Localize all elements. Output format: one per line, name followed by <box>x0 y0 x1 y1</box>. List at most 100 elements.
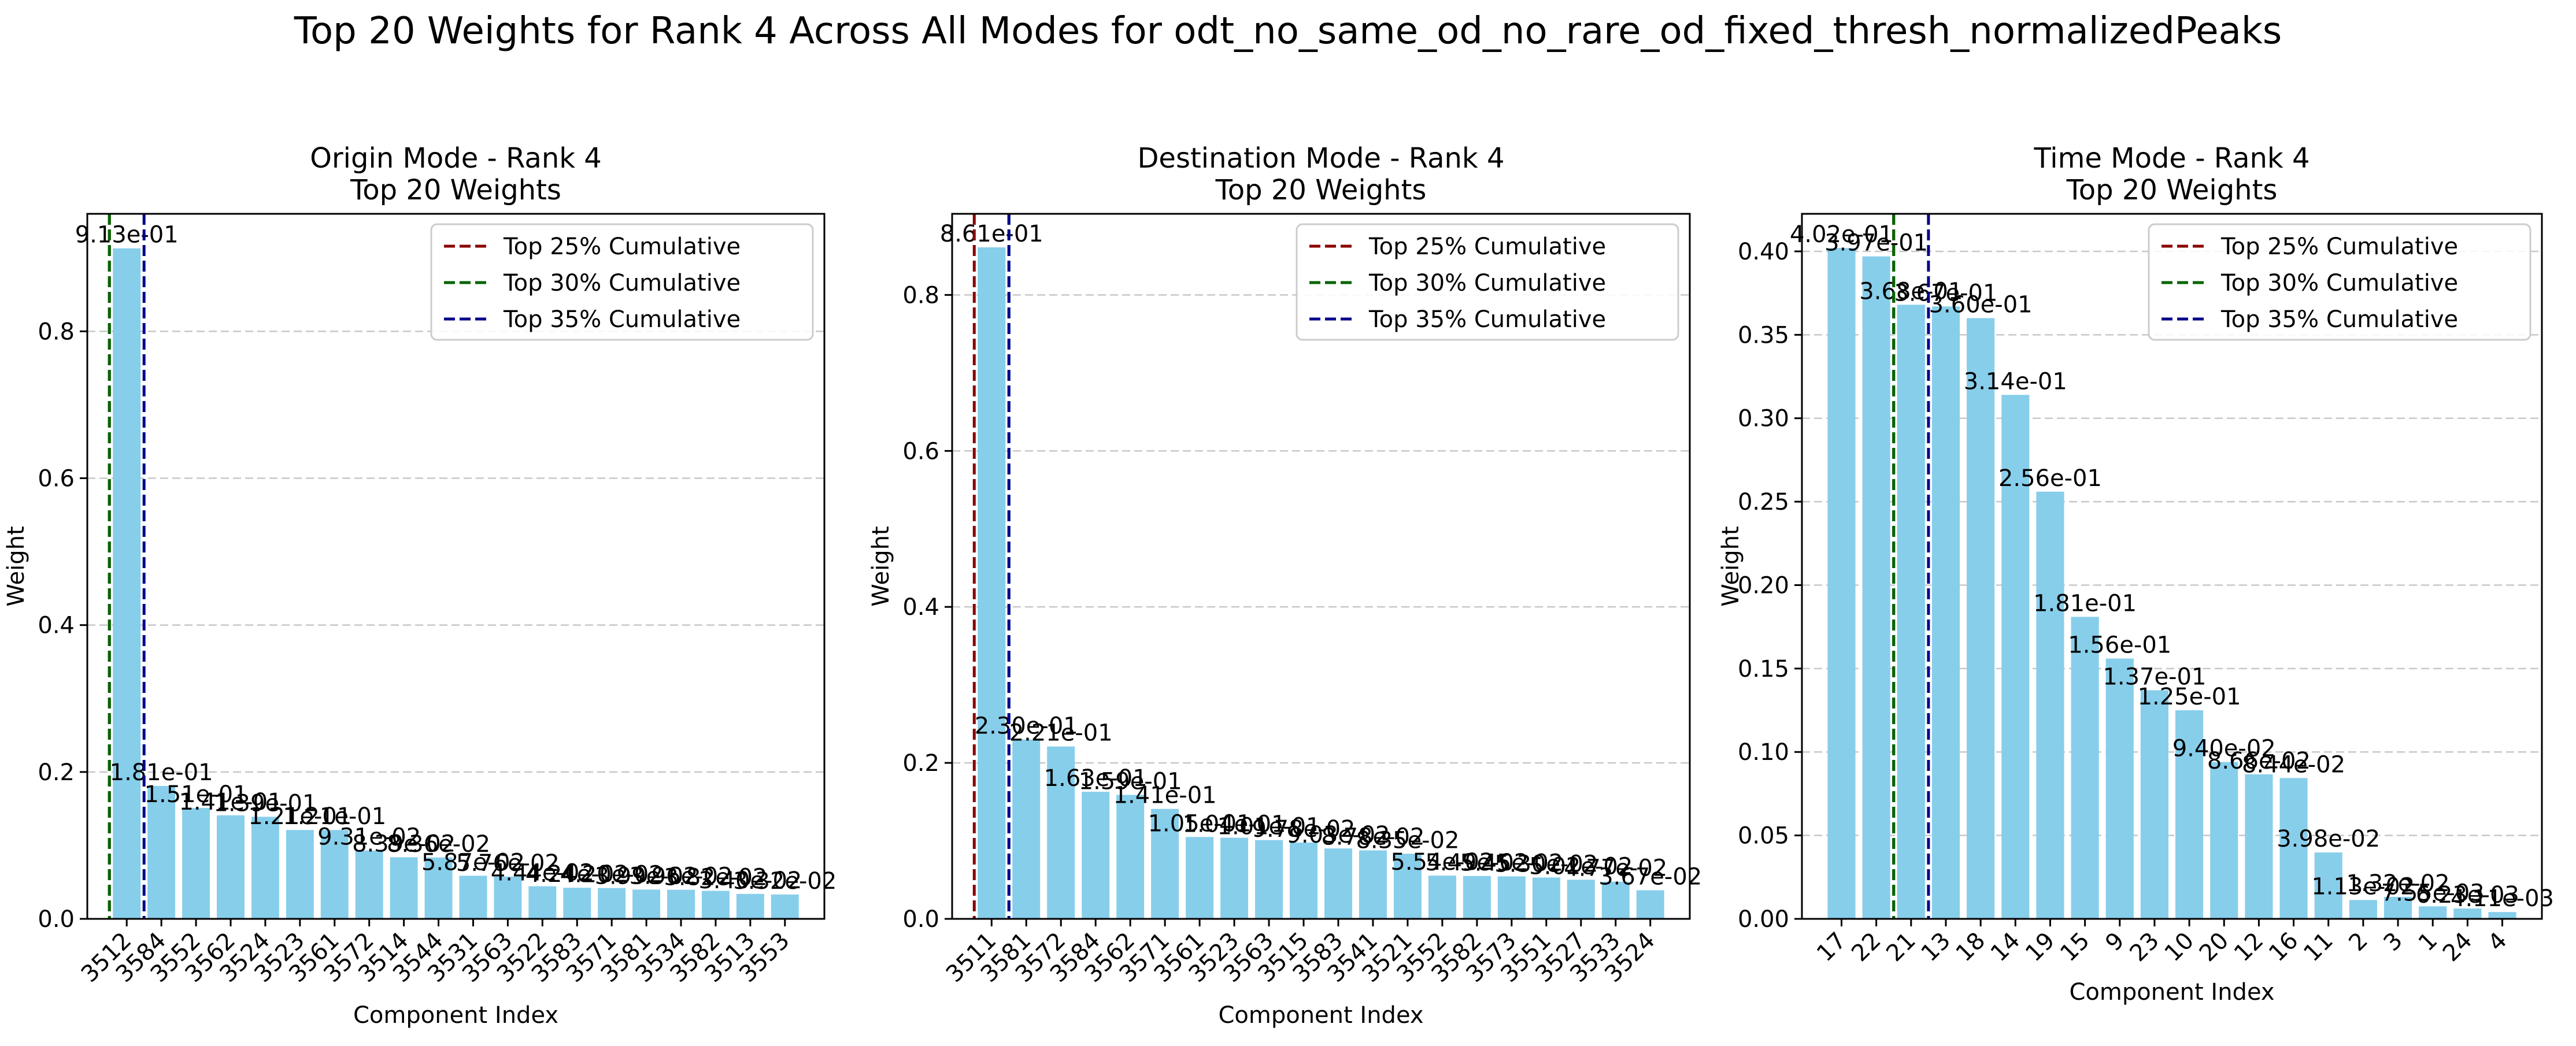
x-axis-label: Component Index <box>353 1002 558 1029</box>
data-label: 1.04e-01 <box>1183 811 1286 838</box>
bar-3582 <box>1463 876 1491 919</box>
data-label: 4.11e-03 <box>2451 885 2554 912</box>
bar-3522 <box>528 886 557 919</box>
bar-3552 <box>182 808 210 919</box>
data-label: 3.32e-02 <box>733 868 837 895</box>
data-label: 3.98e-02 <box>2277 826 2380 852</box>
data-label: 1.51e-01 <box>145 781 248 808</box>
y-tick-label: 0.2 <box>38 759 75 786</box>
bar-3514 <box>390 857 418 919</box>
bar-11 <box>2314 852 2342 919</box>
bar-3512 <box>113 248 141 919</box>
legend: Top 25% Cumulative Top 30% Cumulative Top … <box>1296 223 1679 341</box>
data-label: 8.44e-02 <box>2242 751 2345 778</box>
data-label: 1.32e-02 <box>2346 870 2450 897</box>
bar-3552 <box>1428 876 1456 919</box>
axes-frame <box>951 213 1691 920</box>
legend-label: Top 35% Cumulative <box>1368 306 1606 333</box>
bar-16 <box>2279 778 2308 919</box>
data-label: 9.13e-01 <box>75 222 179 248</box>
data-label: 3.96e-02 <box>630 863 733 890</box>
legend-label: Top 30% Cumulative <box>2220 270 2458 296</box>
chart-subtitle: Top 20 Weights <box>350 174 561 206</box>
bar-3553 <box>771 894 799 919</box>
legend-label: Top 35% Cumulative <box>503 306 741 333</box>
bar-3563 <box>1255 840 1283 919</box>
bar-14 <box>2001 395 2030 919</box>
bar-3584 <box>147 785 176 919</box>
data-label: 8.35e-02 <box>1356 827 1459 854</box>
bar-3563 <box>494 876 522 919</box>
bar-20 <box>2210 762 2238 919</box>
bar-3583 <box>563 888 591 919</box>
bar-3561 <box>320 830 349 919</box>
bar-3561 <box>1186 837 1214 919</box>
data-label: 9.40e-02 <box>2172 736 2276 762</box>
data-label: 1.05e-01 <box>1148 810 1252 837</box>
data-label: 3.99e-02 <box>595 863 698 889</box>
y-axis-label: Weight <box>868 526 894 606</box>
legend-label: Top 25% Cumulative <box>2220 233 2458 260</box>
data-label: 8.61e-01 <box>940 221 1043 247</box>
origin-mode-chart: 9.13e-01 1.81e-011.51e-011.41e-011.39e-01… <box>3 142 837 1029</box>
y-tick-label: 0.15 <box>1738 656 1789 683</box>
y-tick-label: 0.35 <box>1738 322 1789 348</box>
bar-3523 <box>286 830 314 919</box>
data-label: 1.56e-01 <box>2068 632 2171 659</box>
data-label: 2.21e-01 <box>1009 720 1113 747</box>
y-tick-label: 0.10 <box>1738 739 1789 766</box>
y-tick-label: 0.2 <box>902 750 939 777</box>
bar-3562 <box>217 815 245 919</box>
bar-3573 <box>1497 876 1526 919</box>
data-label: 2.56e-01 <box>1998 465 2102 492</box>
data-label: 3.97e-01 <box>1824 230 1928 257</box>
bar-3513 <box>736 893 764 919</box>
bar-18 <box>1967 318 1995 919</box>
data-label: 8.78e-02 <box>1321 824 1424 851</box>
data-label: 3.14e-01 <box>1964 368 2067 395</box>
bar-3581 <box>1012 739 1041 919</box>
chart-subtitle: Top 20 Weights <box>2066 174 2278 206</box>
data-label: 5.45e-02 <box>1460 850 1563 876</box>
bar-3534 <box>667 889 695 919</box>
data-label: 5.54e-02 <box>1390 849 1494 876</box>
bar-3521 <box>1393 854 1422 919</box>
chart-title: Time Mode - Rank 4 <box>2033 142 2309 175</box>
bar-3582 <box>701 891 730 919</box>
bar-22 <box>1862 256 1890 919</box>
data-label: 5.76e-02 <box>456 850 560 877</box>
data-label: 8.66e-02 <box>2207 748 2311 774</box>
bar-3511 <box>978 247 1006 919</box>
y-tick-label: 0.20 <box>1738 572 1789 599</box>
data-label: 8.36e-02 <box>387 831 490 858</box>
bar-4 <box>2488 912 2516 919</box>
data-label: 1.63e-01 <box>1044 765 1148 792</box>
data-label: 3.82e-02 <box>664 864 767 891</box>
bar-3533 <box>1601 881 1630 919</box>
data-label: 1.41e-01 <box>179 789 282 815</box>
data-label: 1.81e-01 <box>2033 590 2137 617</box>
bar-3524 <box>251 817 279 919</box>
bar-3581 <box>632 889 661 919</box>
y-tick-label: 0.25 <box>1738 489 1789 515</box>
bar-9 <box>2105 658 2134 919</box>
bar-3531 <box>459 876 487 919</box>
bar-12 <box>2245 774 2273 919</box>
data-label: 8.39e-02 <box>352 830 456 857</box>
data-label: 1.25e-01 <box>2138 684 2241 710</box>
bar-17 <box>1827 248 1856 919</box>
data-label: 9.03e-02 <box>1286 822 1390 848</box>
chart-title: Origin Mode - Rank 4 <box>310 142 602 175</box>
data-label: 7.55e-03 <box>2381 880 2485 906</box>
chart-subtitle: Top 20 Weights <box>1215 174 1427 206</box>
data-label: 5.87e-02 <box>421 849 525 876</box>
bar-3571 <box>598 888 626 919</box>
data-label: 6.23e-03 <box>2416 882 2519 908</box>
y-tick-label: 0.30 <box>1738 406 1789 432</box>
bar-3584 <box>1082 792 1110 919</box>
data-label: 1.81e-01 <box>110 759 213 786</box>
bar-3515 <box>1290 843 1318 919</box>
legend-box <box>430 223 814 341</box>
bar-2 <box>2349 900 2377 919</box>
legend-label: Top 30% Cumulative <box>1368 270 1606 296</box>
